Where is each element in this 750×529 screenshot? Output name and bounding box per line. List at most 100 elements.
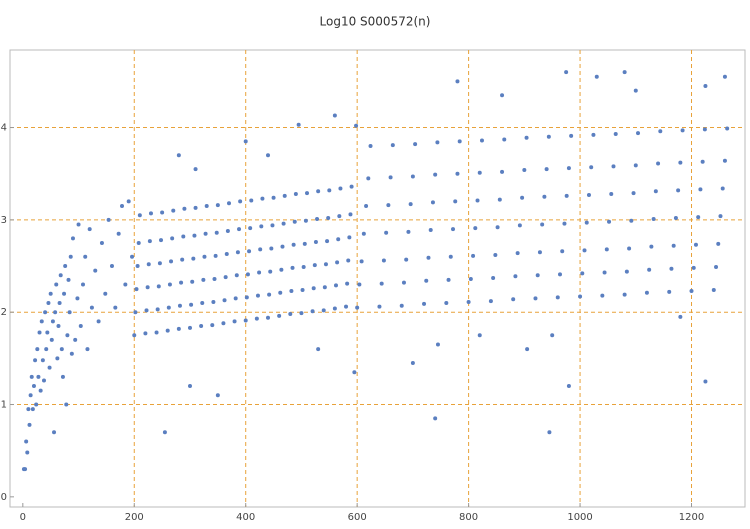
point — [479, 138, 484, 143]
point — [560, 249, 565, 254]
point — [64, 402, 69, 407]
point — [333, 283, 338, 288]
point — [38, 388, 43, 393]
point — [629, 218, 634, 223]
x-tick-label: 400 — [236, 512, 255, 523]
point — [103, 291, 108, 296]
point — [221, 321, 226, 326]
point — [65, 333, 70, 338]
point — [321, 308, 326, 313]
point — [25, 450, 30, 455]
point — [266, 153, 271, 158]
point — [170, 236, 175, 241]
point — [159, 238, 164, 243]
point — [313, 240, 318, 245]
point — [673, 216, 678, 221]
point — [292, 219, 297, 224]
point — [500, 93, 505, 98]
point — [146, 262, 151, 267]
point — [361, 231, 366, 236]
point — [33, 358, 38, 363]
point — [144, 308, 149, 313]
y-tick-label: 0 — [1, 492, 7, 503]
point — [258, 247, 263, 252]
point — [109, 264, 114, 269]
point — [473, 226, 478, 231]
point — [171, 208, 176, 213]
point — [338, 186, 343, 191]
point — [448, 254, 453, 259]
point — [154, 330, 159, 335]
point — [547, 430, 552, 435]
point — [226, 201, 231, 206]
point — [52, 430, 57, 435]
point — [312, 263, 317, 268]
point — [113, 305, 118, 310]
point — [147, 239, 152, 244]
point — [247, 249, 252, 254]
point — [96, 319, 101, 324]
point — [517, 223, 522, 228]
point — [201, 277, 206, 282]
point — [693, 242, 698, 247]
point — [93, 268, 98, 273]
point — [78, 324, 83, 329]
point — [69, 351, 74, 356]
point — [68, 254, 73, 259]
point — [34, 402, 39, 407]
point — [41, 378, 46, 383]
point — [322, 285, 327, 290]
point — [123, 282, 128, 287]
point — [210, 323, 215, 328]
point — [714, 264, 719, 269]
point — [160, 210, 165, 215]
point — [379, 281, 384, 286]
point — [48, 291, 53, 296]
point — [535, 273, 540, 278]
point — [435, 342, 440, 347]
point — [254, 316, 259, 321]
point — [344, 304, 349, 309]
point — [75, 296, 80, 301]
point — [106, 217, 111, 222]
point — [85, 347, 90, 352]
point — [167, 282, 172, 287]
point — [720, 186, 725, 191]
point — [366, 176, 371, 181]
point — [176, 326, 181, 331]
point — [148, 211, 153, 216]
point — [99, 240, 104, 245]
point — [87, 227, 92, 232]
point — [515, 251, 520, 256]
point — [540, 222, 545, 227]
point — [451, 227, 456, 232]
point — [475, 198, 480, 203]
point — [388, 175, 393, 180]
point — [410, 360, 415, 365]
point — [49, 337, 54, 342]
point — [63, 264, 68, 269]
point — [550, 333, 555, 338]
point — [633, 163, 638, 168]
point — [310, 309, 315, 314]
point — [455, 79, 460, 84]
point — [145, 285, 150, 290]
point — [349, 184, 354, 189]
point — [66, 277, 71, 282]
point — [703, 84, 708, 89]
point — [446, 277, 451, 282]
point — [76, 222, 81, 227]
plot-frame — [9, 49, 746, 508]
point — [656, 161, 661, 166]
point — [466, 300, 471, 305]
point — [243, 318, 248, 323]
point — [691, 265, 696, 270]
point — [315, 216, 320, 221]
point — [564, 70, 569, 75]
point — [180, 257, 185, 262]
point — [268, 269, 273, 274]
point — [500, 169, 505, 174]
point — [89, 305, 94, 310]
point — [222, 298, 227, 303]
point — [631, 191, 636, 196]
